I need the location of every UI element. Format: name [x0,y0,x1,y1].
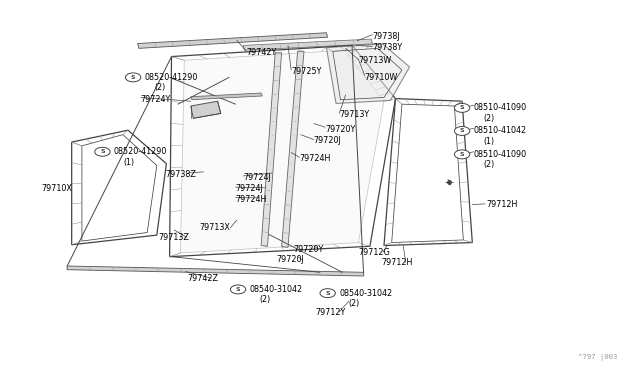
Text: S: S [325,291,330,296]
Text: S: S [100,149,105,154]
Text: 79724H: 79724H [300,154,331,163]
Text: 08510-41090: 08510-41090 [474,150,527,159]
Text: 79738Y: 79738Y [372,43,403,52]
Text: ^797 |003: ^797 |003 [578,354,618,361]
Circle shape [454,150,470,159]
Text: 08510-41090: 08510-41090 [474,103,527,112]
Circle shape [230,285,246,294]
Text: (1): (1) [483,137,494,146]
Text: 79712H: 79712H [486,200,518,209]
Polygon shape [180,50,384,253]
Text: 79742Y: 79742Y [246,48,276,57]
Text: 08540-31042: 08540-31042 [250,285,303,294]
Text: (2): (2) [483,160,495,169]
Text: 79720Y: 79720Y [325,125,355,134]
Text: (1): (1) [124,158,134,167]
Polygon shape [261,53,282,246]
Circle shape [454,126,470,135]
Text: 79710X: 79710X [42,185,72,193]
Polygon shape [384,99,472,246]
Text: S: S [460,105,465,110]
Text: 79724Y: 79724Y [141,95,171,104]
Text: 79712H: 79712H [381,258,413,267]
Text: 79724J: 79724J [236,184,263,193]
Polygon shape [326,44,410,103]
Polygon shape [243,39,372,50]
Circle shape [125,73,141,82]
Polygon shape [67,266,364,276]
Text: 79713W: 79713W [358,56,392,65]
Text: 79738J: 79738J [372,32,400,41]
Text: 79720J: 79720J [314,136,341,145]
Text: (2): (2) [259,295,271,304]
Text: S: S [236,287,241,292]
Text: 79713X: 79713X [200,223,230,232]
Polygon shape [170,45,396,257]
Circle shape [95,147,110,156]
Text: 79720Y: 79720Y [293,245,323,254]
Polygon shape [282,51,304,247]
Text: 79720J: 79720J [276,255,304,264]
Text: 79725Y: 79725Y [291,67,321,76]
Text: 79712Y: 79712Y [315,308,345,317]
Polygon shape [72,130,166,245]
Text: (2): (2) [154,83,166,92]
Polygon shape [138,33,328,48]
Text: 08520-41290: 08520-41290 [145,73,198,82]
Text: S: S [460,128,465,134]
Text: 08520-41290: 08520-41290 [114,147,167,156]
Text: 79724H: 79724H [236,195,267,203]
Text: 79712G: 79712G [358,248,390,257]
Text: (2): (2) [349,299,360,308]
Text: 79713Z: 79713Z [159,233,189,242]
Text: S: S [460,152,465,157]
Polygon shape [191,101,221,118]
Text: 79713Y: 79713Y [339,110,369,119]
Text: 79742Z: 79742Z [187,274,218,283]
Polygon shape [191,93,262,100]
Text: 79724J: 79724J [243,173,271,182]
Text: 08540-31042: 08540-31042 [339,289,392,298]
Circle shape [454,103,470,112]
Text: (2): (2) [483,114,495,123]
Text: 79710W: 79710W [365,73,398,81]
Text: S: S [131,75,136,80]
Circle shape [320,289,335,298]
Text: 08510-41042: 08510-41042 [474,126,527,135]
Text: 79738Z: 79738Z [165,170,196,179]
